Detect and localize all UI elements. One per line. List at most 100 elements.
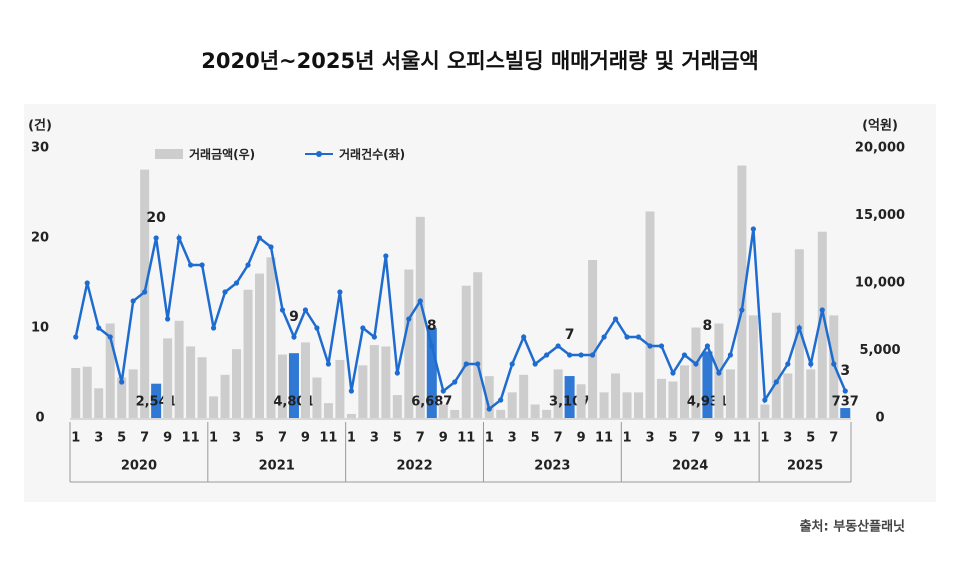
line-marker xyxy=(199,262,205,268)
line-value-label: 3 xyxy=(840,363,850,379)
bar xyxy=(645,211,655,418)
legend-swatch xyxy=(155,149,183,159)
group-label: 2022 xyxy=(396,459,432,474)
bar xyxy=(794,249,804,418)
x-tick-label: 9 xyxy=(301,431,310,446)
line-marker xyxy=(337,289,343,295)
line-marker xyxy=(73,334,79,340)
x-tick-label: 5 xyxy=(806,431,815,446)
line-marker xyxy=(842,388,848,394)
line-marker xyxy=(314,325,320,331)
bar xyxy=(415,216,425,418)
line-marker xyxy=(119,379,125,385)
bar xyxy=(346,413,356,418)
line-marker xyxy=(142,289,148,295)
x-tick-label: 11 xyxy=(457,431,475,446)
bar xyxy=(840,408,851,418)
x-tick-label: 7 xyxy=(829,431,838,446)
line-marker xyxy=(567,352,573,358)
bar xyxy=(611,373,621,418)
line-value-label: 8 xyxy=(427,318,437,334)
bar xyxy=(760,404,770,418)
x-tick-label: 3 xyxy=(645,431,654,446)
bar xyxy=(450,409,460,418)
x-tick-label: 7 xyxy=(416,431,425,446)
x-tick-label: 9 xyxy=(577,431,586,446)
line-marker xyxy=(176,235,182,241)
line-marker xyxy=(693,361,699,367)
line-marker xyxy=(84,280,90,286)
line-marker xyxy=(233,280,240,286)
x-tick-label: 11 xyxy=(319,431,337,446)
line-marker xyxy=(509,361,515,367)
line-marker xyxy=(417,298,423,304)
line-marker xyxy=(360,325,366,331)
line-marker xyxy=(544,352,550,358)
bar xyxy=(737,165,747,418)
chart-title: 2020년~2025년 서울시 오피스빌딩 매매거래량 및 거래금액 xyxy=(201,49,758,73)
y2-tick-label: 20,000 xyxy=(855,141,905,156)
x-tick-label: 7 xyxy=(278,431,287,446)
line-marker xyxy=(222,289,228,295)
bar xyxy=(519,374,529,418)
bar xyxy=(542,409,552,418)
line-marker xyxy=(107,334,113,340)
line-marker xyxy=(704,343,711,349)
bar xyxy=(163,338,173,418)
line-marker xyxy=(348,388,354,394)
bar xyxy=(817,231,827,418)
bar xyxy=(691,327,701,418)
line-value-label: 7 xyxy=(565,327,575,343)
line-marker xyxy=(532,361,538,367)
line-marker xyxy=(383,253,389,259)
bar xyxy=(288,353,299,418)
bar xyxy=(576,384,586,418)
x-tick-label: 1 xyxy=(623,431,632,446)
line-marker xyxy=(498,397,504,403)
line-marker xyxy=(785,361,791,367)
line-marker xyxy=(681,352,688,358)
bar xyxy=(725,369,735,418)
line-marker xyxy=(463,361,469,367)
line-marker xyxy=(245,262,251,268)
x-tick-label: 5 xyxy=(117,431,126,446)
bar xyxy=(656,378,666,418)
line-value-label: 8 xyxy=(703,318,713,334)
line-marker xyxy=(96,325,102,331)
y-tick-label: 0 xyxy=(35,411,44,426)
line-marker xyxy=(440,388,446,394)
bar xyxy=(300,342,310,418)
bar xyxy=(151,383,162,418)
group-label: 2025 xyxy=(787,459,823,474)
x-tick-label: 3 xyxy=(94,431,103,446)
bar xyxy=(71,368,81,418)
line-marker xyxy=(716,370,722,376)
bar xyxy=(128,369,138,418)
x-tick-label: 3 xyxy=(783,431,792,446)
line-value-label: 20 xyxy=(146,210,166,226)
bar-value-label: 737 xyxy=(832,395,859,410)
x-tick-label: 9 xyxy=(714,431,723,446)
bar xyxy=(255,273,265,418)
line-marker xyxy=(808,361,814,367)
y2-unit: (억원) xyxy=(862,119,898,134)
line-marker xyxy=(256,235,263,241)
bar xyxy=(588,260,598,418)
bar xyxy=(369,345,379,418)
x-tick-label: 7 xyxy=(554,431,563,446)
line-marker xyxy=(521,334,527,340)
x-tick-label: 5 xyxy=(531,431,540,446)
bar xyxy=(105,323,115,418)
bar xyxy=(266,257,276,418)
line-value-label: 9 xyxy=(289,309,299,325)
y-tick-label: 20 xyxy=(31,231,49,246)
line-marker xyxy=(268,244,274,250)
bar xyxy=(806,369,816,418)
line-marker xyxy=(670,370,676,376)
line-marker xyxy=(555,343,561,349)
line-marker xyxy=(727,352,734,358)
group-label: 2020 xyxy=(121,459,157,474)
bar xyxy=(507,392,517,418)
bar xyxy=(564,376,575,418)
